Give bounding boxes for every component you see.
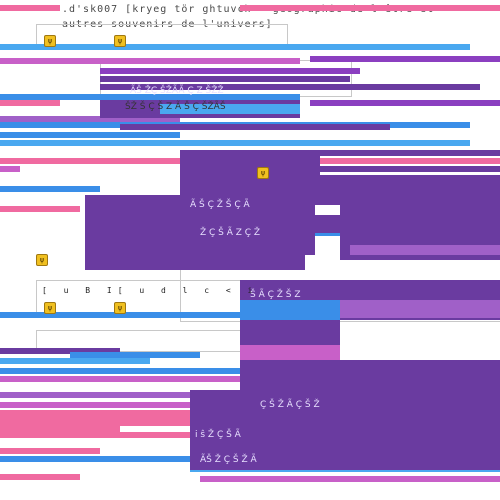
glitch-stripe bbox=[0, 392, 190, 398]
glitch-stripe bbox=[0, 58, 300, 64]
toolbar-row[interactable]: [ u B I[ u d l c < i bbox=[42, 286, 259, 295]
glitch-stripe bbox=[0, 186, 100, 192]
glitch-stripe bbox=[180, 150, 500, 156]
glitch-stripe bbox=[0, 140, 470, 146]
app-icon-5[interactable]: ψ bbox=[44, 302, 56, 314]
glitch-block bbox=[0, 410, 190, 426]
glitch-stripe bbox=[0, 100, 60, 106]
glitch-stripe bbox=[0, 358, 150, 364]
glitch-stripe bbox=[310, 56, 500, 62]
glitch-stripe bbox=[0, 44, 470, 50]
glitch-stripe bbox=[180, 166, 500, 172]
app-icon-4[interactable]: ψ bbox=[36, 254, 48, 266]
glitch-stripe bbox=[0, 206, 80, 212]
glitch-stripe bbox=[0, 432, 190, 438]
glitch-stripe bbox=[0, 456, 190, 462]
glitch-block bbox=[190, 410, 350, 470]
glitch-stripe bbox=[200, 476, 500, 482]
glitch-block bbox=[350, 245, 500, 255]
glitch-stripe bbox=[0, 94, 300, 100]
app-icon-2[interactable]: ψ bbox=[114, 35, 126, 47]
glyph-row: Ç Š Ž Ã Ç Š Ž bbox=[260, 400, 320, 410]
glitch-stripe bbox=[100, 84, 480, 90]
glyph-row: ÃŠ Ž Ç Š Ž Ã bbox=[200, 455, 257, 465]
glitch-stripe bbox=[120, 124, 390, 130]
glitch-stripe bbox=[0, 402, 190, 408]
glitch-stripe bbox=[70, 352, 200, 358]
glitch-stripe bbox=[0, 474, 80, 480]
glitch-stripe bbox=[0, 348, 120, 354]
glyph-row: ŠŽ Š Ç Š Z Ã Š Ç ŠŽÃŠ bbox=[125, 102, 226, 112]
glitch-stripe bbox=[0, 116, 180, 122]
glitch-stripe bbox=[0, 132, 180, 138]
glitch-stripe bbox=[100, 68, 360, 74]
app-icon-3[interactable]: ψ bbox=[257, 167, 269, 179]
glyph-row: Š Ã Ç Ž Š Z bbox=[250, 290, 301, 300]
glitch-block bbox=[240, 345, 340, 360]
glitch-stripe bbox=[0, 426, 120, 432]
app-icon-1[interactable]: ψ bbox=[44, 35, 56, 47]
glitch-stripe bbox=[0, 448, 100, 454]
glitch-block bbox=[160, 104, 300, 114]
glitch-block bbox=[85, 240, 305, 270]
glitch-block bbox=[240, 300, 340, 320]
glitch-stripe bbox=[0, 5, 60, 11]
glyph-row: ÃŠ ŽÇ ŠŽÃÃ Ç Z ŠŽŽ bbox=[130, 86, 224, 96]
glitch-block bbox=[240, 360, 500, 390]
glitch-stripe bbox=[0, 166, 20, 172]
glyph-row: Ž Ç Š Ã Z Ç Ž bbox=[200, 228, 261, 238]
glyph-row: i ŝ Ž Ç Š Ã bbox=[195, 430, 241, 440]
glitch-stripe bbox=[100, 76, 350, 82]
glitch-stripe bbox=[300, 5, 500, 11]
glitch-stripe bbox=[0, 312, 300, 318]
app-icon-6[interactable]: ψ bbox=[114, 302, 126, 314]
glitch-stripe bbox=[310, 100, 500, 106]
glyph-row: Ã Š Ç Ž Š Ç Ã bbox=[190, 200, 250, 210]
glitch-block bbox=[310, 215, 500, 233]
glitch-block bbox=[340, 300, 500, 318]
